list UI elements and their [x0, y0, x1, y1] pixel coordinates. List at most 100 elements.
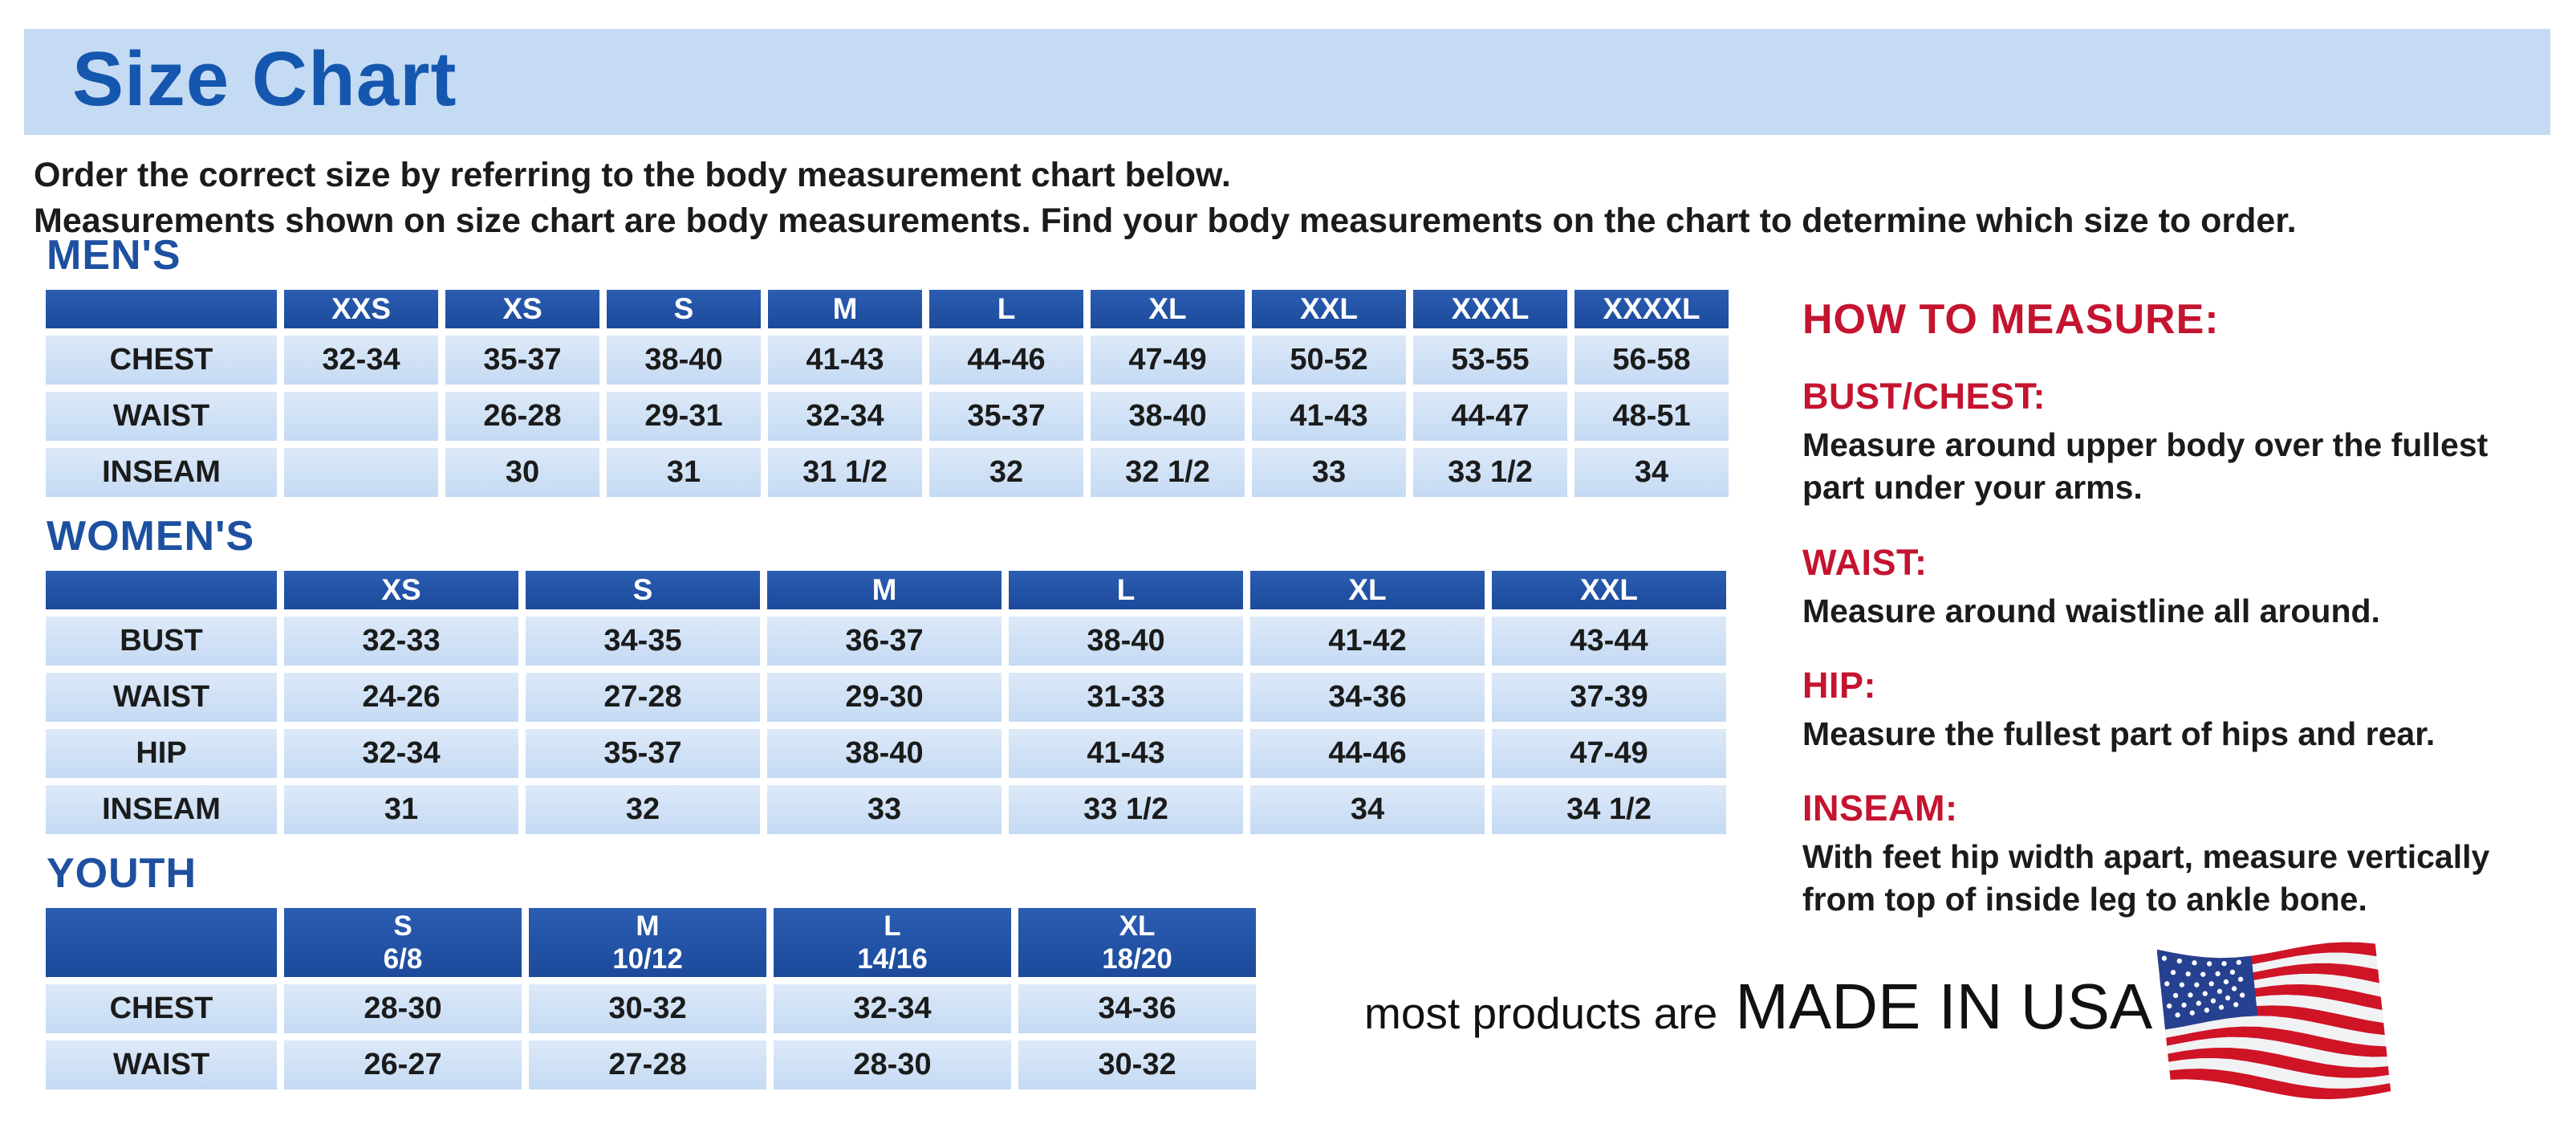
- made-in-usa-prefix: most products are: [1364, 988, 1718, 1038]
- size-table-youth: S 6/8 M 10/12 L 14/16 XL 18/20 CHEST 28-30 30-32 32…: [39, 901, 1263, 1097]
- size-value-cell: 32-34: [774, 984, 1011, 1033]
- size-value-cell: 32: [526, 785, 760, 834]
- size-value-cell: 31: [607, 448, 761, 497]
- usa-flag-icon: [2157, 942, 2391, 1100]
- size-value-cell: [284, 448, 438, 497]
- size-value-cell: 31: [284, 785, 518, 834]
- size-value-cell: 33: [767, 785, 1002, 834]
- measure-text: Measure around waistline all around.: [1802, 592, 2380, 629]
- size-value-cell: 32-34: [284, 729, 518, 778]
- row-label: CHEST: [46, 336, 277, 385]
- size-value-cell: 53-55: [1413, 336, 1567, 385]
- row-label: BUST: [46, 617, 277, 666]
- measure-item: INSEAM: With feet hip width apart, measur…: [1802, 788, 2509, 922]
- size-value-cell: 38-40: [607, 336, 761, 385]
- size-value-cell: 28-30: [774, 1040, 1011, 1089]
- table-row: BUST 32-33 34-35 36-37 38-40 41-42 43-44: [46, 617, 1726, 666]
- row-label: WAIST: [46, 1040, 277, 1089]
- size-value-cell: 32: [929, 448, 1083, 497]
- column-header: XXS: [284, 290, 438, 328]
- size-value-cell: 33 1/2: [1413, 448, 1567, 497]
- column-header: S: [607, 290, 761, 328]
- column-header: XL 18/20: [1018, 908, 1256, 977]
- size-value-cell: 44-46: [1250, 729, 1485, 778]
- size-value-cell: 43-44: [1492, 617, 1726, 666]
- size-value-cell: 47-49: [1492, 729, 1726, 778]
- column-header: S: [526, 571, 760, 609]
- size-value-cell: 34-36: [1018, 984, 1256, 1033]
- size-value-cell: 24-26: [284, 673, 518, 722]
- size-value-cell: 31-33: [1009, 673, 1243, 722]
- column-header: XXL: [1252, 290, 1406, 328]
- size-value-cell: 56-58: [1574, 336, 1729, 385]
- size-value-cell: 34 1/2: [1492, 785, 1726, 834]
- size-tables: MEN'S XXS XS S M L XL XXL XXXL XXXXL CHEST 32-34 35-…: [39, 231, 1736, 1097]
- size-value-cell: 32-34: [768, 392, 922, 441]
- size-value-cell: 26-27: [284, 1040, 522, 1089]
- column-header: L 14/16: [774, 908, 1011, 977]
- size-value-cell: 44-47: [1413, 392, 1567, 441]
- size-value-cell: 35-37: [445, 336, 599, 385]
- section-title-mens: MEN'S: [47, 232, 181, 279]
- column-header: XXXL: [1413, 290, 1567, 328]
- table-row: INSEAM 30 31 31 1/2 32 32 1/2 33 33 1/2 34: [46, 448, 1729, 497]
- size-value-cell: 38-40: [1091, 392, 1245, 441]
- size-value-cell: 29-30: [767, 673, 1002, 722]
- size-value-cell: 30: [445, 448, 599, 497]
- size-table-mens: XXS XS S M L XL XXL XXXL XXXXL CHEST 32-34 35-37 38-…: [39, 283, 1736, 504]
- column-header: XXXXL: [1574, 290, 1729, 328]
- intro-line-2: Measurements shown on size chart are bod…: [34, 201, 2297, 240]
- size-value-cell: 35-37: [929, 392, 1083, 441]
- section-title-youth: YOUTH: [47, 850, 197, 897]
- corner-header-cell: [46, 290, 277, 328]
- size-value-cell: 33 1/2: [1009, 785, 1243, 834]
- column-header: XS: [445, 290, 599, 328]
- table-row: WAIST 26-28 29-31 32-34 35-37 38-40 41-43 44-47…: [46, 392, 1729, 441]
- section-mens: MEN'S XXS XS S M L XL XXL XXXL XXXXL CHEST 32-34 35-…: [39, 231, 1736, 504]
- made-in-usa-emphasis: MADE IN USA: [1735, 971, 2153, 1042]
- size-value-cell: 27-28: [526, 673, 760, 722]
- intro-text: Order the correct size by referring to t…: [34, 153, 2297, 244]
- measure-text: Measure around upper body over the fulle…: [1802, 426, 2489, 507]
- size-value-cell: 44-46: [929, 336, 1083, 385]
- size-value-cell: 26-28: [445, 392, 599, 441]
- row-label: WAIST: [46, 673, 277, 722]
- measure-text: With feet hip width apart, measure verti…: [1802, 838, 2490, 918]
- table-row: CHEST 28-30 30-32 32-34 34-36: [46, 984, 1256, 1033]
- measure-text: Measure the fullest part of hips and rea…: [1802, 715, 2436, 752]
- how-to-measure-panel: HOW TO MEASURE: BUST/CHEST: Measure aroun…: [1802, 295, 2509, 922]
- measure-item: WAIST: Measure around waistline all aroun…: [1802, 542, 2509, 633]
- size-value-cell: 48-51: [1574, 392, 1729, 441]
- size-value-cell: 29-31: [607, 392, 761, 441]
- table-row: INSEAM 31 32 33 33 1/2 34 34 1/2: [46, 785, 1726, 834]
- intro-line-1: Order the correct size by referring to t…: [34, 156, 1231, 194]
- column-header: M 10/12: [529, 908, 766, 977]
- size-value-cell: 41-42: [1250, 617, 1485, 666]
- column-header: M: [768, 290, 922, 328]
- row-label: WAIST: [46, 392, 277, 441]
- measure-heading: HIP:: [1802, 664, 1876, 706]
- measure-heading: BUST/CHEST:: [1802, 376, 2046, 417]
- size-table-womens: XS S M L XL XXL BUST 32-33 34-35 36-37 38-40 41-42 4…: [39, 564, 1733, 841]
- size-value-cell: 31 1/2: [768, 448, 922, 497]
- measure-item: HIP: Measure the fullest part of hips and…: [1802, 665, 2509, 755]
- corner-header-cell: [46, 908, 277, 977]
- size-value-cell: 34: [1250, 785, 1485, 834]
- section-title-womens: WOMEN'S: [47, 513, 255, 560]
- page-title: Size Chart: [72, 36, 457, 122]
- size-value-cell: 36-37: [767, 617, 1002, 666]
- size-value-cell: 28-30: [284, 984, 522, 1033]
- size-value-cell: 27-28: [529, 1040, 766, 1089]
- size-value-cell: 35-37: [526, 729, 760, 778]
- size-value-cell: 38-40: [767, 729, 1002, 778]
- corner-header-cell: [46, 571, 277, 609]
- column-header: S 6/8: [284, 908, 522, 977]
- size-value-cell: 34: [1574, 448, 1729, 497]
- size-value-cell: [284, 392, 438, 441]
- size-value-cell: 32-33: [284, 617, 518, 666]
- table-row: WAIST 26-27 27-28 28-30 30-32: [46, 1040, 1256, 1089]
- column-header: XL: [1091, 290, 1245, 328]
- how-to-measure-title: HOW TO MEASURE:: [1802, 296, 2220, 343]
- column-header: XS: [284, 571, 518, 609]
- table-row: HIP 32-34 35-37 38-40 41-43 44-46 47-49: [46, 729, 1726, 778]
